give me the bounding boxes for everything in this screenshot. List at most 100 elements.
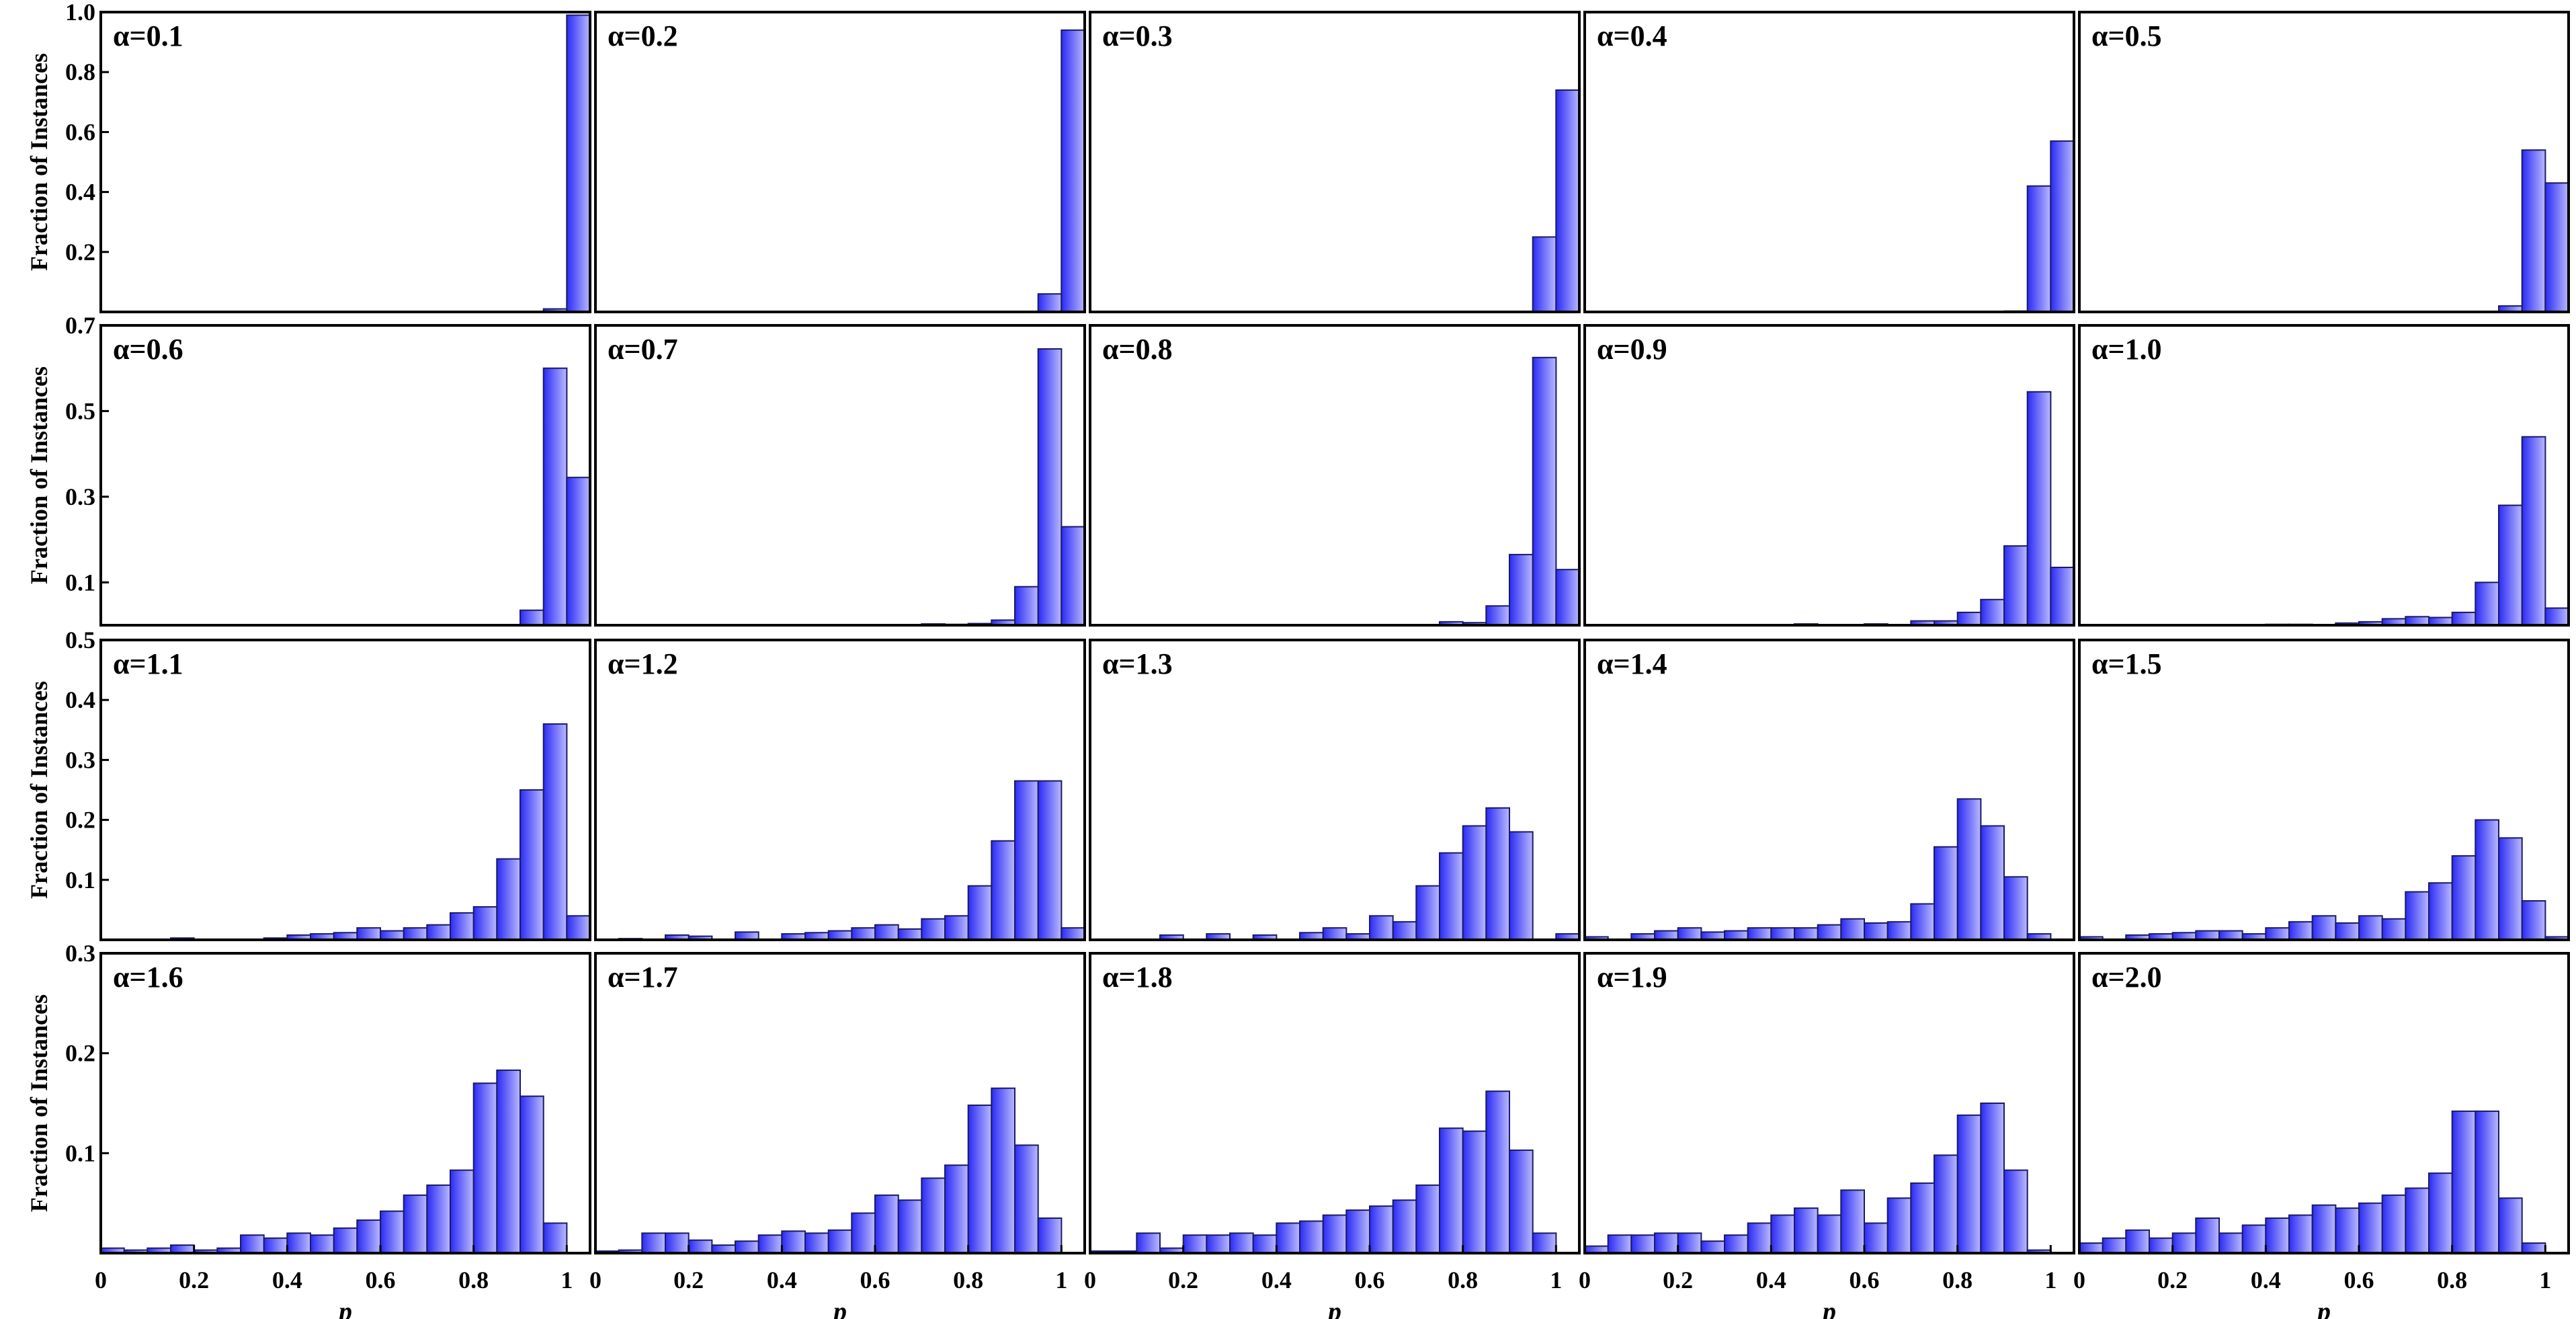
histogram-bar	[641, 1232, 666, 1254]
histogram-bar	[1439, 1127, 1464, 1254]
x-tick-label: 1	[1550, 1267, 1562, 1293]
histogram-bar	[1322, 1214, 1347, 1254]
histogram-bar	[2475, 819, 2500, 941]
histogram-bar	[1840, 918, 1866, 941]
histogram-bar	[1724, 1234, 1749, 1254]
histogram-bar	[2311, 915, 2337, 941]
histogram-panel: α=1.6 0.1 0.2 0.3 Fraction of Instances 0 0.2 0…	[26, 940, 591, 1319]
histogram-bar	[1252, 1234, 1278, 1254]
histogram-panel: α=0.7	[594, 324, 1086, 627]
x-tick-label: 0.6	[1850, 1267, 1880, 1293]
x-tick-label: 0.4	[767, 1267, 797, 1293]
histogram-bar	[827, 1229, 853, 1254]
y-tick-label: 0.4	[65, 179, 95, 206]
histogram-bar	[2003, 545, 2028, 626]
panel-label: α=0.9	[1597, 333, 1667, 366]
x-tick-label: 0.6	[1355, 1267, 1385, 1293]
histogram-bar	[472, 1082, 498, 1254]
panel-frame	[2078, 11, 2570, 313]
histogram-bar	[450, 912, 474, 941]
histogram-bar	[991, 840, 1016, 941]
panel-frame	[2078, 324, 2570, 627]
histogram-bar	[1980, 598, 2005, 626]
histogram-bar	[1276, 1222, 1301, 1254]
x-tick-label: 0.4	[1261, 1267, 1292, 1293]
x-tick-label: 0.2	[179, 1267, 209, 1293]
histogram-bar	[897, 1199, 923, 1254]
histogram-bar	[1369, 1205, 1394, 1254]
y-tick-label: 0.8	[65, 58, 95, 85]
y-axis-label: Fraction of Instances	[26, 53, 52, 271]
histogram-bar	[542, 1222, 568, 1254]
x-tick-label: 0	[95, 1267, 107, 1293]
histogram-bar	[333, 1227, 358, 1254]
y-axis-label: Fraction of Instances	[26, 366, 52, 584]
histogram-bar	[286, 1232, 311, 1254]
histogram-bar	[1956, 798, 1982, 941]
y-tick-label: 1.0	[65, 0, 95, 26]
histogram-bar	[1532, 1232, 1557, 1254]
histogram-bar	[1509, 1149, 1534, 1254]
histogram-bar	[1206, 1234, 1231, 1254]
histogram-bar	[1509, 831, 1534, 941]
y-tick-label: 0.2	[65, 807, 95, 834]
histogram-bar	[2521, 149, 2546, 313]
histogram-bar	[921, 918, 946, 941]
histogram-bar	[2381, 1194, 2407, 1254]
histogram-bar	[1654, 930, 1679, 941]
histogram-bar	[1956, 611, 1982, 627]
histogram-panel: α=0.3	[1089, 11, 1581, 313]
histogram-bar	[2358, 915, 2383, 941]
histogram-panel: α=1.7 0 0.2 0.4 0.6 0.8 1 p	[589, 952, 1086, 1319]
histogram-bar	[2335, 1207, 2360, 1254]
histogram-bar	[2003, 876, 2028, 941]
histogram-bar	[1532, 236, 1557, 313]
y-tick-label: 0.1	[65, 867, 95, 893]
panel-frame	[594, 639, 1086, 941]
histogram-bar	[2521, 436, 2546, 626]
histogram-bar	[735, 1240, 759, 1254]
histogram-bar	[2241, 1224, 2267, 1254]
panel-label: α=1.3	[1102, 647, 1173, 680]
histogram-bar	[1794, 927, 1819, 941]
histogram-bar	[2428, 882, 2453, 941]
y-tick-label: 0.6	[65, 118, 95, 145]
panel-frame	[1089, 324, 1581, 627]
histogram-bar	[1061, 526, 1086, 626]
histogram-bar	[450, 1169, 474, 1254]
histogram-bar	[2498, 1197, 2523, 1254]
histogram-bar	[520, 609, 544, 627]
histogram-bar	[1934, 1154, 1958, 1254]
histogram-bar	[2451, 611, 2477, 627]
histogram-bar	[1182, 1234, 1208, 1254]
histogram-bar	[944, 915, 969, 941]
histogram-bar	[1555, 569, 1581, 627]
histogram-bar	[2026, 185, 2052, 313]
histogram-bar	[827, 930, 853, 941]
histogram-bar	[1864, 1222, 1888, 1254]
x-axis-label: p	[1821, 1296, 1836, 1319]
histogram-bar	[1532, 356, 1557, 626]
histogram-panel: α=0.1 0.2 0.4 0.6 0.8 1.0 Fraction of Instance…	[26, 0, 591, 313]
histogram-bar	[1864, 922, 1888, 941]
histogram-bar	[921, 1177, 946, 1254]
histogram-bar	[2428, 1172, 2453, 1254]
panel-frame	[2078, 639, 2570, 941]
histogram-bar	[1485, 1090, 1511, 1254]
histogram-panel: α=1.2	[594, 639, 1086, 941]
histogram-bar	[542, 367, 568, 626]
histogram-bar	[1037, 348, 1063, 626]
x-axis-label: p	[2315, 1296, 2331, 1319]
histogram-bar	[1956, 1114, 1982, 1254]
y-tick-label: 0.5	[65, 627, 95, 653]
histogram-bar	[1910, 1182, 1936, 1254]
panel-label: α=0.8	[1102, 333, 1173, 366]
histogram-bar	[1415, 885, 1441, 941]
histogram-bar	[1817, 924, 1842, 941]
y-tick-label: 0.5	[65, 397, 95, 424]
panel-label: α=0.7	[608, 333, 678, 366]
panel-grid: α=0.1 0.2 0.4 0.6 0.8 1.0 Fraction of Instance…	[26, 0, 2570, 1319]
x-tick-label: 0.2	[2157, 1267, 2188, 1293]
histogram-bar	[2475, 1110, 2500, 1254]
